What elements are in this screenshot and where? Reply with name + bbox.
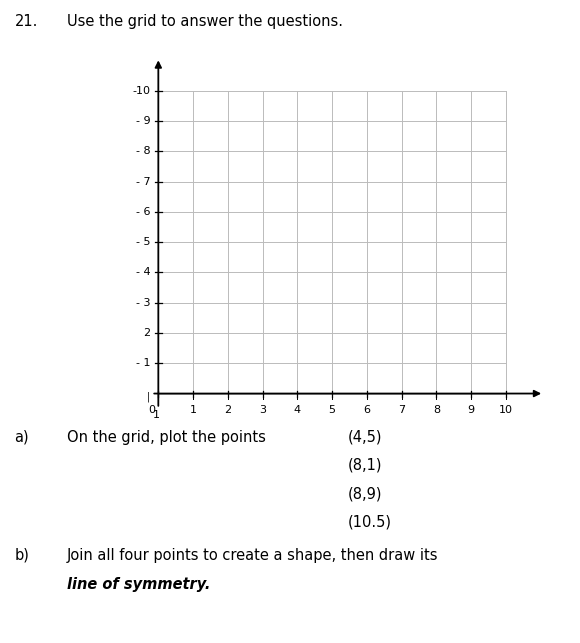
Text: 1: 1 [190,405,197,415]
Text: (10.5): (10.5) [348,514,392,529]
Text: 3: 3 [259,405,266,415]
Text: Join all four points to create a shape, then draw its: Join all four points to create a shape, … [67,548,438,563]
Text: (8,1): (8,1) [348,458,382,473]
Text: 9: 9 [467,405,474,415]
Text: 8: 8 [433,405,440,415]
Text: 1: 1 [153,410,160,420]
Text: 2: 2 [144,328,151,338]
Text: 21.: 21. [14,14,38,29]
Text: line of symmetry.: line of symmetry. [67,577,210,592]
Text: |: | [147,392,150,403]
Text: 7: 7 [398,405,405,415]
Text: a): a) [14,430,29,444]
Text: - 1: - 1 [136,358,151,368]
Text: -10: -10 [133,86,151,96]
Text: 0: 0 [148,405,155,415]
Text: - 5: - 5 [136,237,151,247]
Text: (8,9): (8,9) [348,486,382,501]
Text: - 8: - 8 [136,147,151,156]
Text: 5: 5 [329,405,336,415]
Text: 2: 2 [224,405,231,415]
Text: Use the grid to answer the questions.: Use the grid to answer the questions. [67,14,343,29]
Text: - 3: - 3 [136,298,151,308]
Text: On the grid, plot the points: On the grid, plot the points [67,430,266,444]
Text: - 7: - 7 [136,177,151,186]
Text: - 9: - 9 [136,116,151,126]
Text: 10: 10 [499,405,513,415]
Text: b): b) [14,548,30,563]
Text: - 4: - 4 [136,267,151,277]
Text: 4: 4 [293,405,301,415]
Text: 6: 6 [363,405,370,415]
Text: (4,5): (4,5) [348,430,382,444]
Text: - 6: - 6 [136,207,151,217]
